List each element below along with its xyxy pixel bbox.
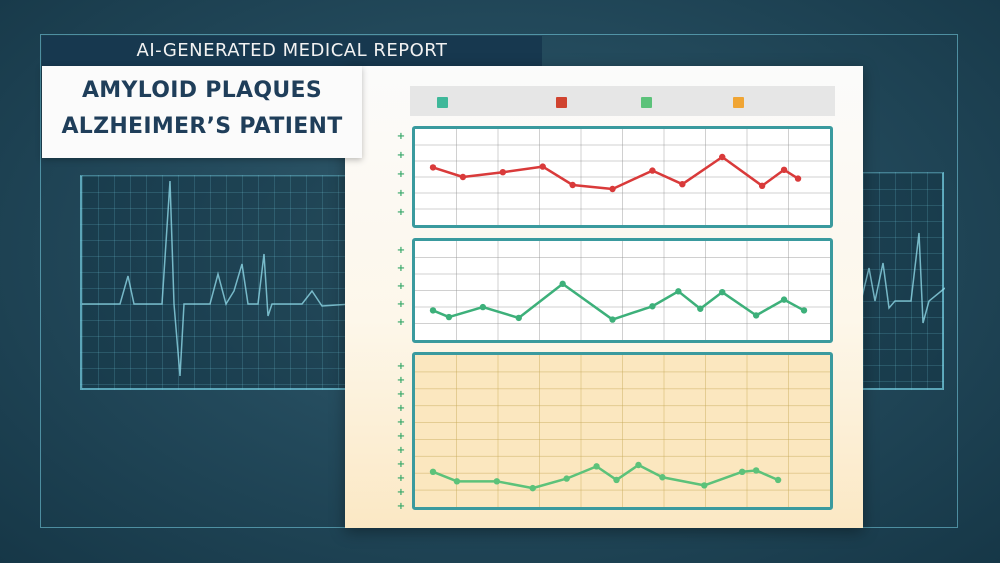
legend-swatch-green xyxy=(641,97,652,108)
y-axis-marker: + xyxy=(396,417,406,428)
data-point xyxy=(529,484,536,492)
data-point xyxy=(752,312,760,319)
data-point xyxy=(649,303,656,310)
y-axis-marker: + xyxy=(396,501,406,512)
y-axis-marker: + xyxy=(396,281,406,292)
title-card: AMYLOID PLAQUES ALZHEIMER’S PATIENT xyxy=(42,66,362,158)
data-point xyxy=(780,166,788,173)
title-line-1: AMYLOID PLAQUES xyxy=(81,78,322,103)
data-point xyxy=(679,181,686,188)
y-axis-marker: + xyxy=(396,431,406,442)
data-point xyxy=(635,461,642,469)
data-point xyxy=(609,185,616,193)
y-axis-marker: + xyxy=(396,389,406,400)
data-point xyxy=(649,167,656,174)
data-point xyxy=(659,474,666,481)
data-point xyxy=(609,316,616,323)
y-axis-marker: + xyxy=(396,317,406,328)
data-point xyxy=(459,173,467,181)
y-axis-marker: + xyxy=(396,299,406,310)
line-chart-green xyxy=(415,241,830,340)
data-point xyxy=(429,164,437,171)
data-point xyxy=(515,314,522,322)
y-axis-marker: + xyxy=(396,131,406,142)
ecg-waveform-right xyxy=(831,232,945,324)
data-point xyxy=(569,181,576,189)
y-axis-marker: + xyxy=(396,263,406,274)
background-ecg-monitor-left xyxy=(80,175,352,390)
data-point xyxy=(453,478,461,485)
y-axis-marker: + xyxy=(396,459,406,470)
chart-panel-yellow xyxy=(412,352,833,510)
banner-text: AI-GENERATED MEDICAL REPORT xyxy=(136,40,448,61)
report-paper: + + + + + + + + + + + + + + + + + + + + + xyxy=(345,66,863,528)
data-point xyxy=(800,307,808,314)
legend xyxy=(410,86,835,116)
ecg-waveform-left xyxy=(82,180,352,377)
data-point xyxy=(675,288,682,295)
y-axis-marker: + xyxy=(396,169,406,180)
data-point xyxy=(559,280,566,288)
series-line xyxy=(432,463,779,490)
chart-panel-green xyxy=(412,238,833,343)
series-line xyxy=(432,155,799,191)
y-axis-marker: + xyxy=(396,487,406,498)
y-axis-marker: + xyxy=(396,150,406,161)
data-point xyxy=(738,468,746,475)
y-axis-marker: + xyxy=(396,188,406,199)
data-point xyxy=(780,296,788,303)
y-axis-marker: + xyxy=(396,207,406,218)
data-point xyxy=(758,182,766,189)
data-point xyxy=(752,467,760,474)
y-axis-marker: + xyxy=(396,473,406,484)
data-point xyxy=(539,163,546,170)
series-line xyxy=(432,282,805,321)
y-axis-marker: + xyxy=(396,245,406,256)
data-point xyxy=(429,307,437,314)
data-point xyxy=(719,288,726,296)
line-chart-light-green xyxy=(415,355,830,507)
chart-panel-red xyxy=(412,126,833,228)
y-axis-marker: + xyxy=(396,403,406,414)
data-point xyxy=(774,476,782,484)
data-point xyxy=(563,475,570,482)
data-point xyxy=(499,169,507,176)
data-point xyxy=(445,313,453,321)
data-point xyxy=(697,305,704,312)
data-point xyxy=(719,153,726,161)
data-point xyxy=(794,175,802,182)
line-chart-red xyxy=(415,129,830,225)
legend-swatch-teal xyxy=(437,97,448,108)
legend-swatch-red xyxy=(556,97,567,108)
y-axis-marker: + xyxy=(396,375,406,386)
data-point xyxy=(701,482,708,489)
title-line-2: ALZHEIMER’S PATIENT xyxy=(61,114,343,139)
data-point xyxy=(429,468,437,475)
y-axis-marker: + xyxy=(396,361,406,372)
data-point xyxy=(479,303,487,311)
data-point xyxy=(493,478,501,485)
data-point xyxy=(593,463,600,470)
report-banner: AI-GENERATED MEDICAL REPORT xyxy=(42,36,542,66)
y-axis-marker: + xyxy=(396,445,406,456)
legend-swatch-orange xyxy=(733,97,744,108)
data-point xyxy=(613,476,620,484)
